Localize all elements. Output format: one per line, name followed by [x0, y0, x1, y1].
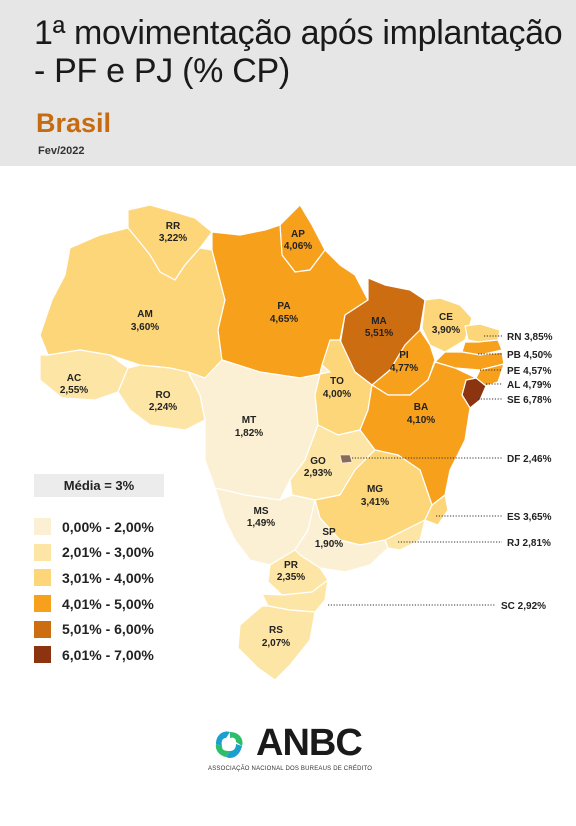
- label-ms-value: 1,49%: [247, 518, 275, 529]
- legend: 0,00% - 2,00% 2,01% - 3,00% 3,01% - 4,00…: [34, 514, 154, 668]
- legend-label: 2,01% - 3,00%: [62, 544, 154, 561]
- ext-label-sc: SC 2,92%: [501, 601, 546, 612]
- legend-item: 0,00% - 2,00%: [34, 514, 154, 540]
- legend-item: 5,01% - 6,00%: [34, 616, 154, 642]
- label-ce-code: CE: [439, 312, 453, 323]
- label-ma-code: MA: [371, 316, 387, 327]
- logo-subtitle: ASSOCIAÇÃO NACIONAL DOS BUREAUS DE CRÉDI…: [208, 766, 373, 772]
- ext-label-al: AL 4,79%: [507, 380, 551, 391]
- leader-lines: [328, 335, 502, 606]
- anbc-logo-icon: [215, 731, 243, 758]
- legend-swatch: [34, 595, 51, 613]
- label-go-value: 2,93%: [304, 468, 332, 479]
- label-ap-value: 4,06%: [284, 241, 312, 252]
- page-title: 1ª movimentação após implantação - PF e …: [34, 14, 563, 90]
- ext-label-rn: RN 3,85%: [507, 332, 553, 343]
- state-labels: RR 3,22% AP 4,06% AM 3,60% PA 4,65% MA 5…: [60, 221, 460, 649]
- state-rs: [237, 605, 316, 681]
- label-ms-code: MS: [254, 506, 269, 517]
- legend-swatch: [34, 543, 51, 561]
- label-sp-value: 1,90%: [315, 539, 343, 550]
- label-go-code: GO: [310, 456, 326, 467]
- state-df: [339, 454, 353, 464]
- label-ce-value: 3,90%: [432, 325, 460, 336]
- legend-label: 0,00% - 2,00%: [62, 518, 154, 535]
- ext-label-pb: PB 4,50%: [507, 350, 552, 361]
- label-rs-code: RS: [269, 625, 283, 636]
- state-es: [424, 494, 449, 526]
- legend-label: 6,01% - 7,00%: [62, 646, 154, 663]
- legend-swatch: [34, 620, 51, 638]
- label-pr-value: 2,35%: [277, 572, 305, 583]
- logo-name: ANBC: [256, 722, 363, 764]
- label-sp-code: SP: [322, 527, 336, 538]
- label-pa-code: PA: [277, 301, 290, 312]
- label-ro-code: RO: [156, 390, 171, 401]
- label-am-code: AM: [137, 309, 153, 320]
- label-mt-value: 1,82%: [235, 428, 263, 439]
- label-ac-code: AC: [67, 373, 81, 384]
- legend-swatch: [34, 646, 51, 664]
- label-ap-code: AP: [291, 229, 305, 240]
- label-rs-value: 2,07%: [262, 638, 290, 649]
- legend-swatch: [34, 569, 51, 587]
- state-rn: [464, 323, 501, 343]
- ext-label-es: ES 3,65%: [507, 512, 552, 523]
- legend-label: 4,01% - 5,00%: [62, 595, 154, 612]
- label-ac-value: 2,55%: [60, 385, 88, 396]
- legend-label: 5,01% - 6,00%: [62, 621, 154, 638]
- label-pi-value: 4,77%: [390, 363, 418, 374]
- region-label: Brasil: [36, 108, 112, 138]
- legend-swatch: [34, 518, 51, 536]
- external-labels: RN 3,85% PB 4,50% PE 4,57% AL 4,79% SE 6…: [501, 332, 553, 612]
- label-to-code: TO: [330, 376, 344, 387]
- ext-label-pe: PE 4,57%: [507, 366, 552, 377]
- label-am-value: 3,60%: [131, 322, 159, 333]
- legend-item: 3,01% - 4,00%: [34, 565, 154, 591]
- legend-item: 6,01% - 7,00%: [34, 642, 154, 668]
- brazil-map: RR 3,22% AP 4,06% AM 3,60% PA 4,65% MA 5…: [39, 204, 553, 681]
- legend-item: 2,01% - 3,00%: [34, 540, 154, 566]
- label-rr-code: RR: [166, 221, 181, 232]
- label-ma-value: 5,51%: [365, 328, 393, 339]
- label-ba-value: 4,10%: [407, 415, 435, 426]
- anbc-logo: ANBC ASSOCIAÇÃO NACIONAL DOS BUREAUS DE …: [208, 722, 390, 782]
- label-rr-value: 3,22%: [159, 233, 187, 244]
- legend-item: 4,01% - 5,00%: [34, 591, 154, 617]
- label-ro-value: 2,24%: [149, 402, 177, 413]
- header: 1ª movimentação após implantação - PF e …: [0, 0, 576, 166]
- legend-label: 3,01% - 4,00%: [62, 569, 154, 586]
- label-ba-code: BA: [414, 402, 428, 413]
- label-pr-code: PR: [284, 560, 299, 571]
- ext-label-se: SE 6,78%: [507, 395, 552, 406]
- ext-label-df: DF 2,46%: [507, 454, 552, 465]
- ext-label-rj: RJ 2,81%: [507, 538, 551, 549]
- label-pi-code: PI: [399, 350, 409, 361]
- average-box: Média = 3%: [34, 474, 164, 497]
- state-ce: [421, 297, 473, 353]
- label-mg-value: 3,41%: [361, 497, 389, 508]
- label-mt-code: MT: [242, 415, 256, 426]
- label-to-value: 4,00%: [323, 389, 351, 400]
- label-pa-value: 4,65%: [270, 314, 298, 325]
- date-label: Fev/2022: [38, 145, 85, 157]
- label-mg-code: MG: [367, 484, 383, 495]
